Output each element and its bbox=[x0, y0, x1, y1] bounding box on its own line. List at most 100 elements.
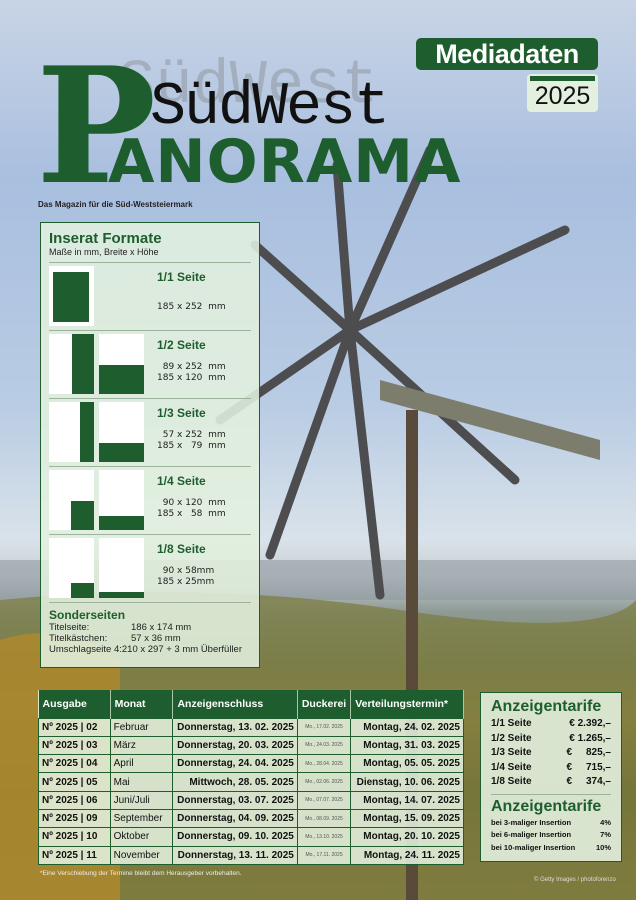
special-row: Titelseite: 186 x 174 mm bbox=[49, 622, 192, 633]
format-label: 1/4 Seite bbox=[157, 474, 206, 488]
mediadaten-badge: Mediadaten bbox=[416, 38, 598, 70]
schedule-row: Nº 2025 | 09 September Donnerstag, 04. 09.… bbox=[38, 808, 464, 829]
col-anzeigenschluss: Anzeigenschluss bbox=[172, 690, 298, 718]
format-sizes: 185 x 252 mm bbox=[157, 302, 226, 312]
distribution-date-cell: Montag, 24. 11. 2025 bbox=[350, 845, 464, 865]
logo-ghost-text: SüdWest bbox=[118, 50, 379, 121]
print-date-cell: Mo., 24.03. 2025 bbox=[296, 735, 352, 756]
rates-title: Anzeigentarife bbox=[491, 698, 602, 715]
print-date-cell: Mo., 07.07. 2025 bbox=[296, 790, 352, 810]
price-row: 1/1 Seite € 2.392,– bbox=[491, 718, 611, 729]
format-row-1-1: 1/1 Seite 185 x 252 mm bbox=[49, 263, 251, 331]
schedule-row: Nº 2025 | 10 Oktober Donnerstag, 09. 10. 2… bbox=[38, 827, 464, 847]
distribution-date-cell: Dienstag, 10. 06. 2025 bbox=[350, 772, 464, 792]
price-row: 1/4 Seite € 715,– bbox=[491, 761, 611, 773]
month-cell: Oktober bbox=[109, 827, 174, 847]
schedule-row: Nº 2025 | 03 März Donnerstag, 20. 03. 2025… bbox=[38, 735, 464, 756]
issue-cell: Nº 2025 | 10 bbox=[38, 827, 111, 847]
month-cell: März bbox=[109, 735, 174, 756]
tagline: Das Magazin für die Süd-Weststeiermark bbox=[38, 200, 193, 209]
format-thumbnail bbox=[49, 402, 94, 462]
format-thumbnail bbox=[99, 402, 144, 462]
special-row: Titelkästchen: 57 x 36 mm bbox=[49, 633, 181, 644]
format-row-1-4: 1/4 Seite 90 x 120 mm 185 x 58 mm bbox=[49, 467, 251, 535]
year: 2025 bbox=[534, 82, 591, 110]
format-thumbnail bbox=[49, 334, 94, 394]
price-row: 1/8 Seite € 374,– bbox=[491, 776, 611, 787]
format-row-1-3: 1/3 Seite 57 x 252 mm 185 x 79 mm bbox=[49, 399, 251, 467]
divider bbox=[491, 793, 611, 795]
format-row-1-8: 1/8 Seite 90 x 58mm 185 x 25mm bbox=[49, 535, 251, 603]
price-row: 1/3 Seite € 825,– bbox=[491, 747, 611, 758]
schedule-footnote: *Eine Verschiebung der Termine bleibt de… bbox=[40, 870, 242, 877]
ad-deadline-cell: Mittwoch, 28. 05. 2025 bbox=[172, 772, 298, 792]
schedule-row: Nº 2025 | 04 April Donnerstag, 24. 04. 202… bbox=[38, 754, 464, 774]
ad-deadline-cell: Donnerstag, 24. 04. 2025 bbox=[172, 754, 298, 774]
schedule-row: Nº 2025 | 11 November Donnerstag, 13. 11. … bbox=[38, 845, 464, 865]
format-thumbnail bbox=[99, 538, 144, 598]
formats-title: Inserat Formate bbox=[49, 230, 162, 247]
format-label: 1/1 Seite bbox=[157, 270, 206, 284]
print-date-cell: Mo., 28.04. 2025 bbox=[296, 754, 352, 774]
print-date-cell: Mo., 08.09. 2025 bbox=[296, 808, 352, 829]
ad-deadline-cell: Donnerstag, 13. 02. 2025 bbox=[172, 717, 298, 737]
photo-credit: © Getty Images / photoforenzo bbox=[534, 877, 616, 883]
col-druckerei: Duckerei bbox=[297, 690, 352, 718]
col-monat: Monat bbox=[110, 690, 174, 718]
format-label: 1/8 Seite bbox=[157, 542, 206, 556]
schedule-row: Nº 2025 | 02 Februar Donnerstag, 13. 02. 2… bbox=[38, 717, 464, 737]
discount-row: bei 10-maliger Insertion 10% bbox=[491, 842, 611, 852]
ad-deadline-cell: Donnerstag, 04. 09. 2025 bbox=[172, 808, 298, 829]
print-date-cell: Mo., 02.06. 2025 bbox=[296, 772, 352, 792]
month-cell: Februar bbox=[109, 717, 174, 737]
format-thumbnail bbox=[49, 470, 94, 530]
issue-cell: Nº 2025 | 06 bbox=[38, 790, 111, 810]
schedule-header-row: Ausgabe Monat Anzeigenschluss Duckerei V… bbox=[38, 690, 464, 718]
col-verteilungstermin: Verteilungstermin* bbox=[350, 690, 464, 718]
schedule-table: Ausgabe Monat Anzeigenschluss Duckerei V… bbox=[38, 690, 464, 865]
ad-rates-panel: Anzeigentarife 1/1 Seite € 2.392,– 1/2 Sei… bbox=[480, 692, 622, 862]
distribution-date-cell: Montag, 05. 05. 2025 bbox=[350, 754, 464, 774]
print-date-cell: Mo., 17.11. 2025 bbox=[296, 845, 352, 865]
month-cell: November bbox=[109, 845, 174, 865]
format-thumbnail bbox=[99, 334, 144, 394]
year-badge: 2025 bbox=[527, 74, 598, 112]
formats-subtitle: Maße in mm, Breite x Höhe bbox=[49, 247, 251, 263]
distribution-date-cell: Montag, 24. 02. 2025 bbox=[350, 717, 464, 737]
format-label: 1/2 Seite bbox=[157, 338, 206, 352]
logo-sudwest: SüdWest bbox=[150, 74, 390, 142]
month-cell: Juni/Juli bbox=[109, 790, 174, 810]
distribution-date-cell: Montag, 20. 10. 2025 bbox=[350, 827, 464, 847]
print-date-cell: Mo., 13.10. 2025 bbox=[296, 827, 352, 847]
special-pages-title: Sonderseiten bbox=[49, 608, 126, 622]
logo-letter-p: P bbox=[36, 32, 156, 220]
issue-cell: Nº 2025 | 02 bbox=[38, 717, 111, 737]
format-sizes: 57 x 252 mm 185 x 79 mm bbox=[157, 430, 226, 451]
ad-deadline-cell: Donnerstag, 13. 11. 2025 bbox=[172, 845, 298, 865]
print-date-cell: Mo., 17.02. 2025 bbox=[296, 717, 352, 737]
issue-cell: Nº 2025 | 11 bbox=[38, 845, 111, 865]
windmill-blades bbox=[215, 145, 570, 600]
discount-row: bei 6-maliger Insertion 7% bbox=[491, 830, 611, 839]
logo-anorama: ANORAMA bbox=[108, 127, 462, 197]
special-row: Umschlagseite 4: 210 x 297 + 3 mm Überfül… bbox=[49, 644, 243, 655]
format-thumbnail bbox=[49, 538, 94, 598]
discount-row: bei 3-maliger Insertion 4% bbox=[491, 817, 611, 827]
month-cell: April bbox=[109, 754, 174, 774]
format-sizes: 90 x 120 mm 185 x 58 mm bbox=[157, 498, 226, 519]
format-row-1-2: 1/2 Seite 89 x 252 mm 185 x 120 mm bbox=[49, 331, 251, 399]
price-row: 1/2 Seite € 1.265,– bbox=[491, 732, 611, 744]
issue-cell: Nº 2025 | 09 bbox=[38, 808, 111, 829]
col-ausgabe: Ausgabe bbox=[38, 690, 111, 718]
ad-deadline-cell: Donnerstag, 09. 10. 2025 bbox=[172, 827, 298, 847]
format-label: 1/3 Seite bbox=[157, 406, 206, 420]
ad-formats-panel: Inserat Formate Maße in mm, Breite x Höh… bbox=[40, 222, 260, 668]
format-sizes: 90 x 58mm 185 x 25mm bbox=[157, 566, 215, 587]
special-pages: Sonderseiten Titelseite: 186 x 174 mm Tit… bbox=[49, 608, 251, 655]
distribution-date-cell: Montag, 15. 09. 2025 bbox=[350, 808, 464, 829]
distribution-date-cell: Montag, 14. 07. 2025 bbox=[350, 790, 464, 810]
ad-deadline-cell: Donnerstag, 20. 03. 2025 bbox=[172, 735, 298, 756]
format-sizes: 89 x 252 mm 185 x 120 mm bbox=[157, 362, 226, 383]
year-bar bbox=[530, 76, 595, 81]
ad-deadline-cell: Donnerstag, 03. 07. 2025 bbox=[172, 790, 298, 810]
